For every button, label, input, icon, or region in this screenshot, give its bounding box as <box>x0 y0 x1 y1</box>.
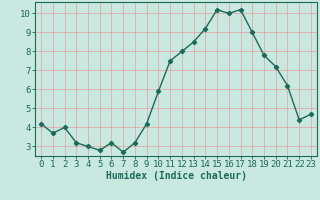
X-axis label: Humidex (Indice chaleur): Humidex (Indice chaleur) <box>106 171 246 181</box>
